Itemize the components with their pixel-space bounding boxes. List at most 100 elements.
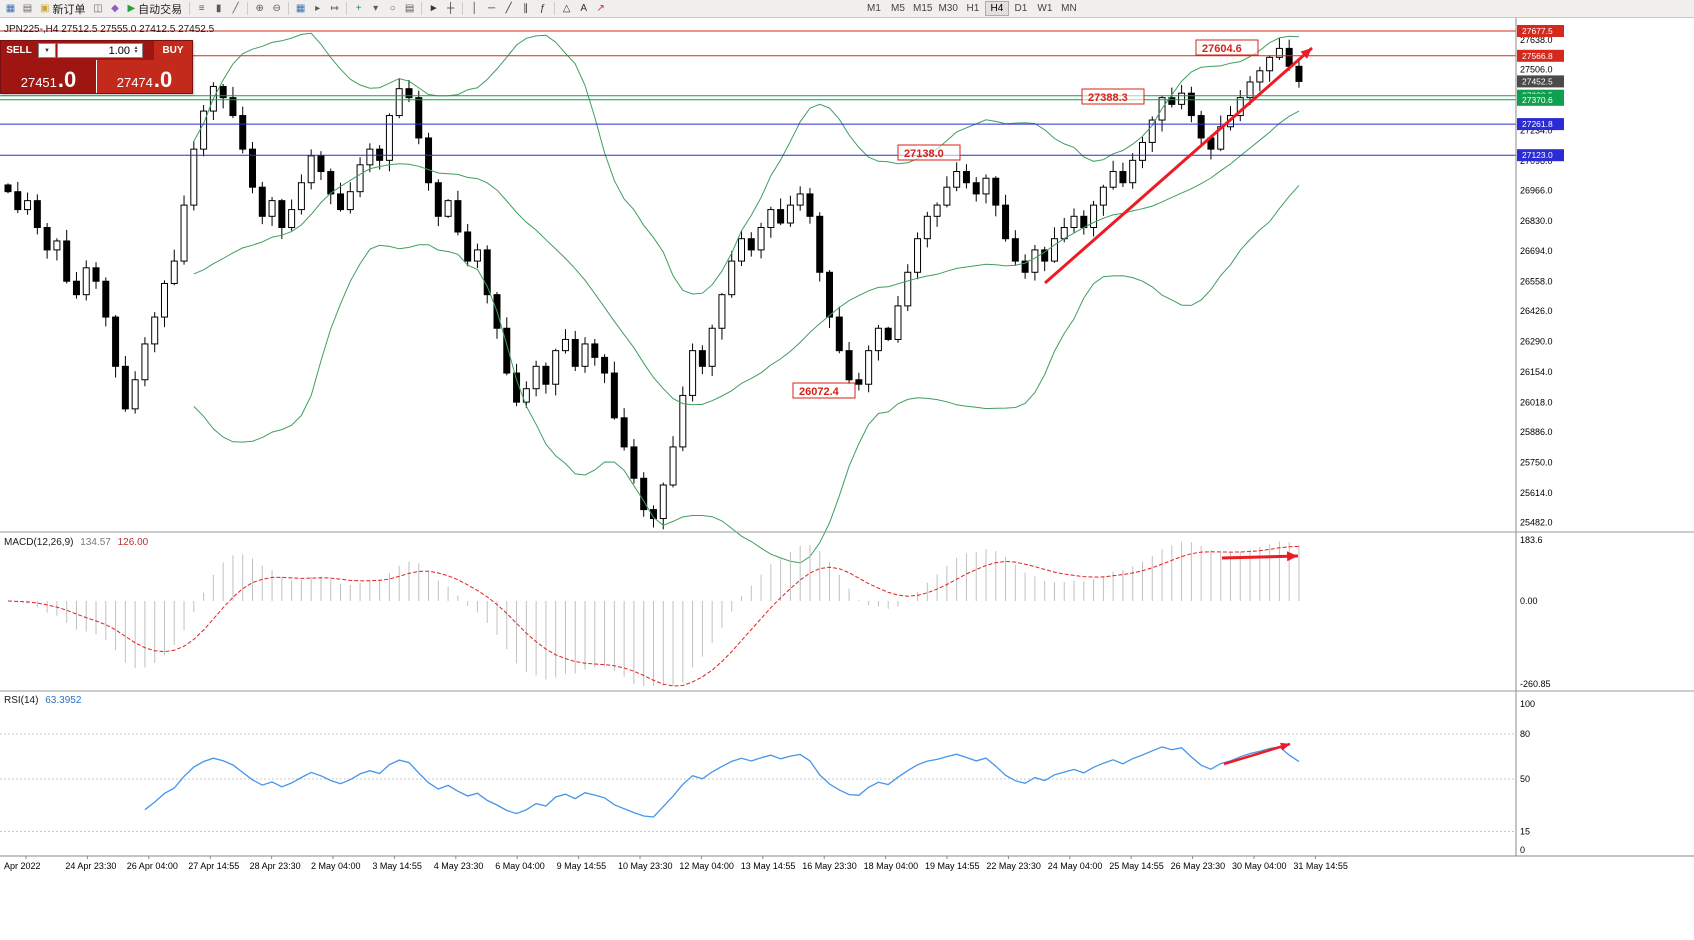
channel-icon[interactable]: ∥ <box>523 2 529 14</box>
tile-windows-icon[interactable]: ▦ <box>295 2 306 14</box>
metaeditor-icon[interactable]: ◆ <box>111 2 119 14</box>
zoom-out-icon[interactable]: ⊖ <box>272 2 281 14</box>
buy-price-pips: .0 <box>153 67 173 93</box>
svg-text:15: 15 <box>1520 827 1530 837</box>
svg-text:26426.0: 26426.0 <box>1520 306 1553 316</box>
buy-button[interactable]: 27474.0 <box>96 60 192 93</box>
svg-text:25614.0: 25614.0 <box>1520 488 1553 498</box>
shapes-icon[interactable]: △ <box>562 2 571 14</box>
rsi-name: RSI(14) <box>4 695 39 706</box>
market-watch-icon[interactable]: ◫ <box>93 2 103 14</box>
stepper-up-icon: ▴ <box>134 45 138 52</box>
arrows-icon[interactable]: ↗ <box>596 2 605 14</box>
new-chart-icon[interactable]: ▦ <box>5 2 16 14</box>
autotrading-button[interactable]: ▶ 自动交易 <box>123 1 186 16</box>
svg-text:27638.0: 27638.0 <box>1520 35 1553 45</box>
text-icon[interactable]: A <box>580 2 587 14</box>
svg-text:27452.5: 27452.5 <box>1522 76 1553 86</box>
zoom-in-icon[interactable]: ⊕ <box>255 2 264 14</box>
svg-text:31 May 14:55: 31 May 14:55 <box>1293 861 1348 871</box>
svg-text:22 May 23:30: 22 May 23:30 <box>986 861 1041 871</box>
timeframe-m5-button[interactable]: M5 <box>891 3 905 14</box>
chart-shift-icon[interactable]: ↦ <box>330 2 339 14</box>
one-click-trading-panel: SELL ▼ 1.00 ▴ ▾ BUY 27451.0 27474.0 <box>0 40 193 94</box>
chevron-down-icon: ▼ <box>44 47 50 54</box>
price-chart-canvas[interactable]: 27638.027506.027374.027234.027098.026966… <box>0 18 1694 940</box>
svg-text:24 Apr 23:30: 24 Apr 23:30 <box>65 861 116 871</box>
timeframe-w1-button[interactable]: W1 <box>1037 3 1053 14</box>
cursor-icon[interactable]: ► <box>428 2 439 14</box>
timeframe-h1-button[interactable]: H1 <box>966 3 980 14</box>
svg-text:183.6: 183.6 <box>1520 535 1543 545</box>
svg-text:6 May 04:00: 6 May 04:00 <box>495 861 545 871</box>
new-order-icon: ▣ <box>40 3 50 14</box>
volume-dropdown[interactable]: ▼ <box>38 43 56 58</box>
svg-text:26290.0: 26290.0 <box>1520 337 1553 347</box>
svg-text:19 May 14:55: 19 May 14:55 <box>925 861 980 871</box>
macd-main-value: 134.57 <box>80 537 111 548</box>
templates-icon[interactable]: ▤ <box>404 2 415 14</box>
main-toolbar: ▦ ▤ ▣ 新订单 ◫ ◆ ▶ 自动交易 ≡ ▮ ╱ ⊕ ⊖ ▦ ▸ ↦ + ▾ ○ ▤ ► ┼ │ ─ ╱ ∥ ƒ △ A… <box>0 0 1694 18</box>
svg-text:27506.0: 27506.0 <box>1520 64 1553 74</box>
new-order-button[interactable]: ▣ 新订单 <box>36 1 89 16</box>
svg-text:0: 0 <box>1520 845 1525 855</box>
svg-text:26018.0: 26018.0 <box>1520 398 1553 408</box>
svg-text:18 May 04:00: 18 May 04:00 <box>864 861 919 871</box>
trade-panel-prices: 27451.0 27474.0 <box>1 60 192 93</box>
volume-input[interactable]: 1.00 ▴ ▾ <box>57 43 143 58</box>
timeframe-m1-button[interactable]: M1 <box>867 3 881 14</box>
toolbar-separator <box>189 2 191 15</box>
autotrading-label: 自动交易 <box>138 3 183 16</box>
timeframe-m15-button[interactable]: M15 <box>913 3 933 14</box>
crosshair-icon[interactable]: ┼ <box>447 2 455 14</box>
svg-text:27 Apr 14:55: 27 Apr 14:55 <box>188 861 239 871</box>
svg-text:26966.0: 26966.0 <box>1520 185 1553 195</box>
svg-text:26072.4: 26072.4 <box>799 386 840 398</box>
toolbar-separator <box>462 2 464 15</box>
toolbar-separator <box>288 2 290 15</box>
symbol-ohlc-info: JPN225-,H4 27512.5 27555.0 27412.5 27452… <box>4 24 214 35</box>
svg-text:25886.0: 25886.0 <box>1520 427 1553 437</box>
svg-text:16 May 23:30: 16 May 23:30 <box>802 861 857 871</box>
svg-text:27138.0: 27138.0 <box>904 148 944 160</box>
svg-text:30 May 04:00: 30 May 04:00 <box>1232 861 1287 871</box>
svg-text:13 May 14:55: 13 May 14:55 <box>741 861 796 871</box>
trade-panel-header: SELL ▼ 1.00 ▴ ▾ BUY <box>1 41 192 60</box>
svg-text:3 May 14:55: 3 May 14:55 <box>372 861 422 871</box>
timeframe-m30-button[interactable]: M30 <box>938 3 958 14</box>
candlestick-chart-icon[interactable]: ▮ <box>215 2 222 14</box>
svg-text:50: 50 <box>1520 774 1530 784</box>
bar-chart-icon[interactable]: ≡ <box>198 2 205 14</box>
sell-tab-label[interactable]: SELL <box>1 41 37 60</box>
horizontal-line-icon[interactable]: ─ <box>488 2 496 14</box>
stepper-down-icon: ▾ <box>134 48 138 55</box>
indicators-add-icon[interactable]: + <box>355 2 362 14</box>
svg-text:27566.8: 27566.8 <box>1522 51 1553 61</box>
trendline-icon[interactable]: ╱ <box>505 2 512 14</box>
buy-tab-label[interactable]: BUY <box>154 41 192 60</box>
timeframe-h4-button[interactable]: H4 <box>984 1 1009 16</box>
profiles-icon[interactable]: ▤ <box>22 2 33 14</box>
svg-text:27388.3: 27388.3 <box>1088 92 1128 104</box>
sell-button[interactable]: 27451.0 <box>1 60 96 93</box>
svg-text:-260.85: -260.85 <box>1520 679 1551 689</box>
volume-stepper[interactable]: ▴ ▾ <box>131 44 141 57</box>
autotrading-play-icon: ▶ <box>127 3 136 14</box>
line-chart-icon[interactable]: ╱ <box>232 2 239 14</box>
timeframe-mn-button[interactable]: MN <box>1061 3 1077 14</box>
auto-scroll-icon[interactable]: ▸ <box>315 2 321 14</box>
sell-price: 27451 <box>20 74 57 90</box>
svg-text:9 May 14:55: 9 May 14:55 <box>557 861 607 871</box>
svg-text:Apr 2022: Apr 2022 <box>4 861 41 871</box>
indicator-dropdown-icon[interactable]: ▾ <box>373 2 379 14</box>
svg-text:27370.6: 27370.6 <box>1522 95 1553 105</box>
timeframe-d1-button[interactable]: D1 <box>1014 3 1028 14</box>
chart-window: 27638.027506.027374.027234.027098.026966… <box>0 18 1694 940</box>
svg-text:26 May 23:30: 26 May 23:30 <box>1171 861 1226 871</box>
toolbar-group-left: ▦ ▤ <box>2 1 36 16</box>
svg-text:26 Apr 04:00: 26 Apr 04:00 <box>127 861 178 871</box>
periods-icon[interactable]: ○ <box>389 2 396 14</box>
fibonacci-icon[interactable]: ƒ <box>539 2 546 14</box>
vertical-line-icon[interactable]: │ <box>471 2 478 14</box>
toolbar-group-mid: ◫ ◆ <box>89 1 123 16</box>
